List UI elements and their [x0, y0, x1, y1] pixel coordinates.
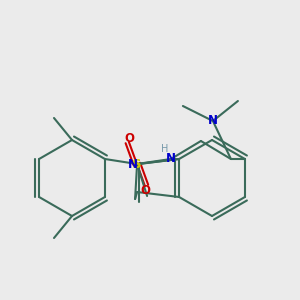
Text: O: O	[124, 131, 134, 145]
Text: N: N	[128, 158, 138, 170]
Text: N: N	[166, 152, 176, 166]
Text: N: N	[208, 115, 218, 128]
Text: H: H	[161, 144, 169, 154]
Text: S: S	[132, 158, 142, 170]
Text: O: O	[140, 184, 150, 196]
